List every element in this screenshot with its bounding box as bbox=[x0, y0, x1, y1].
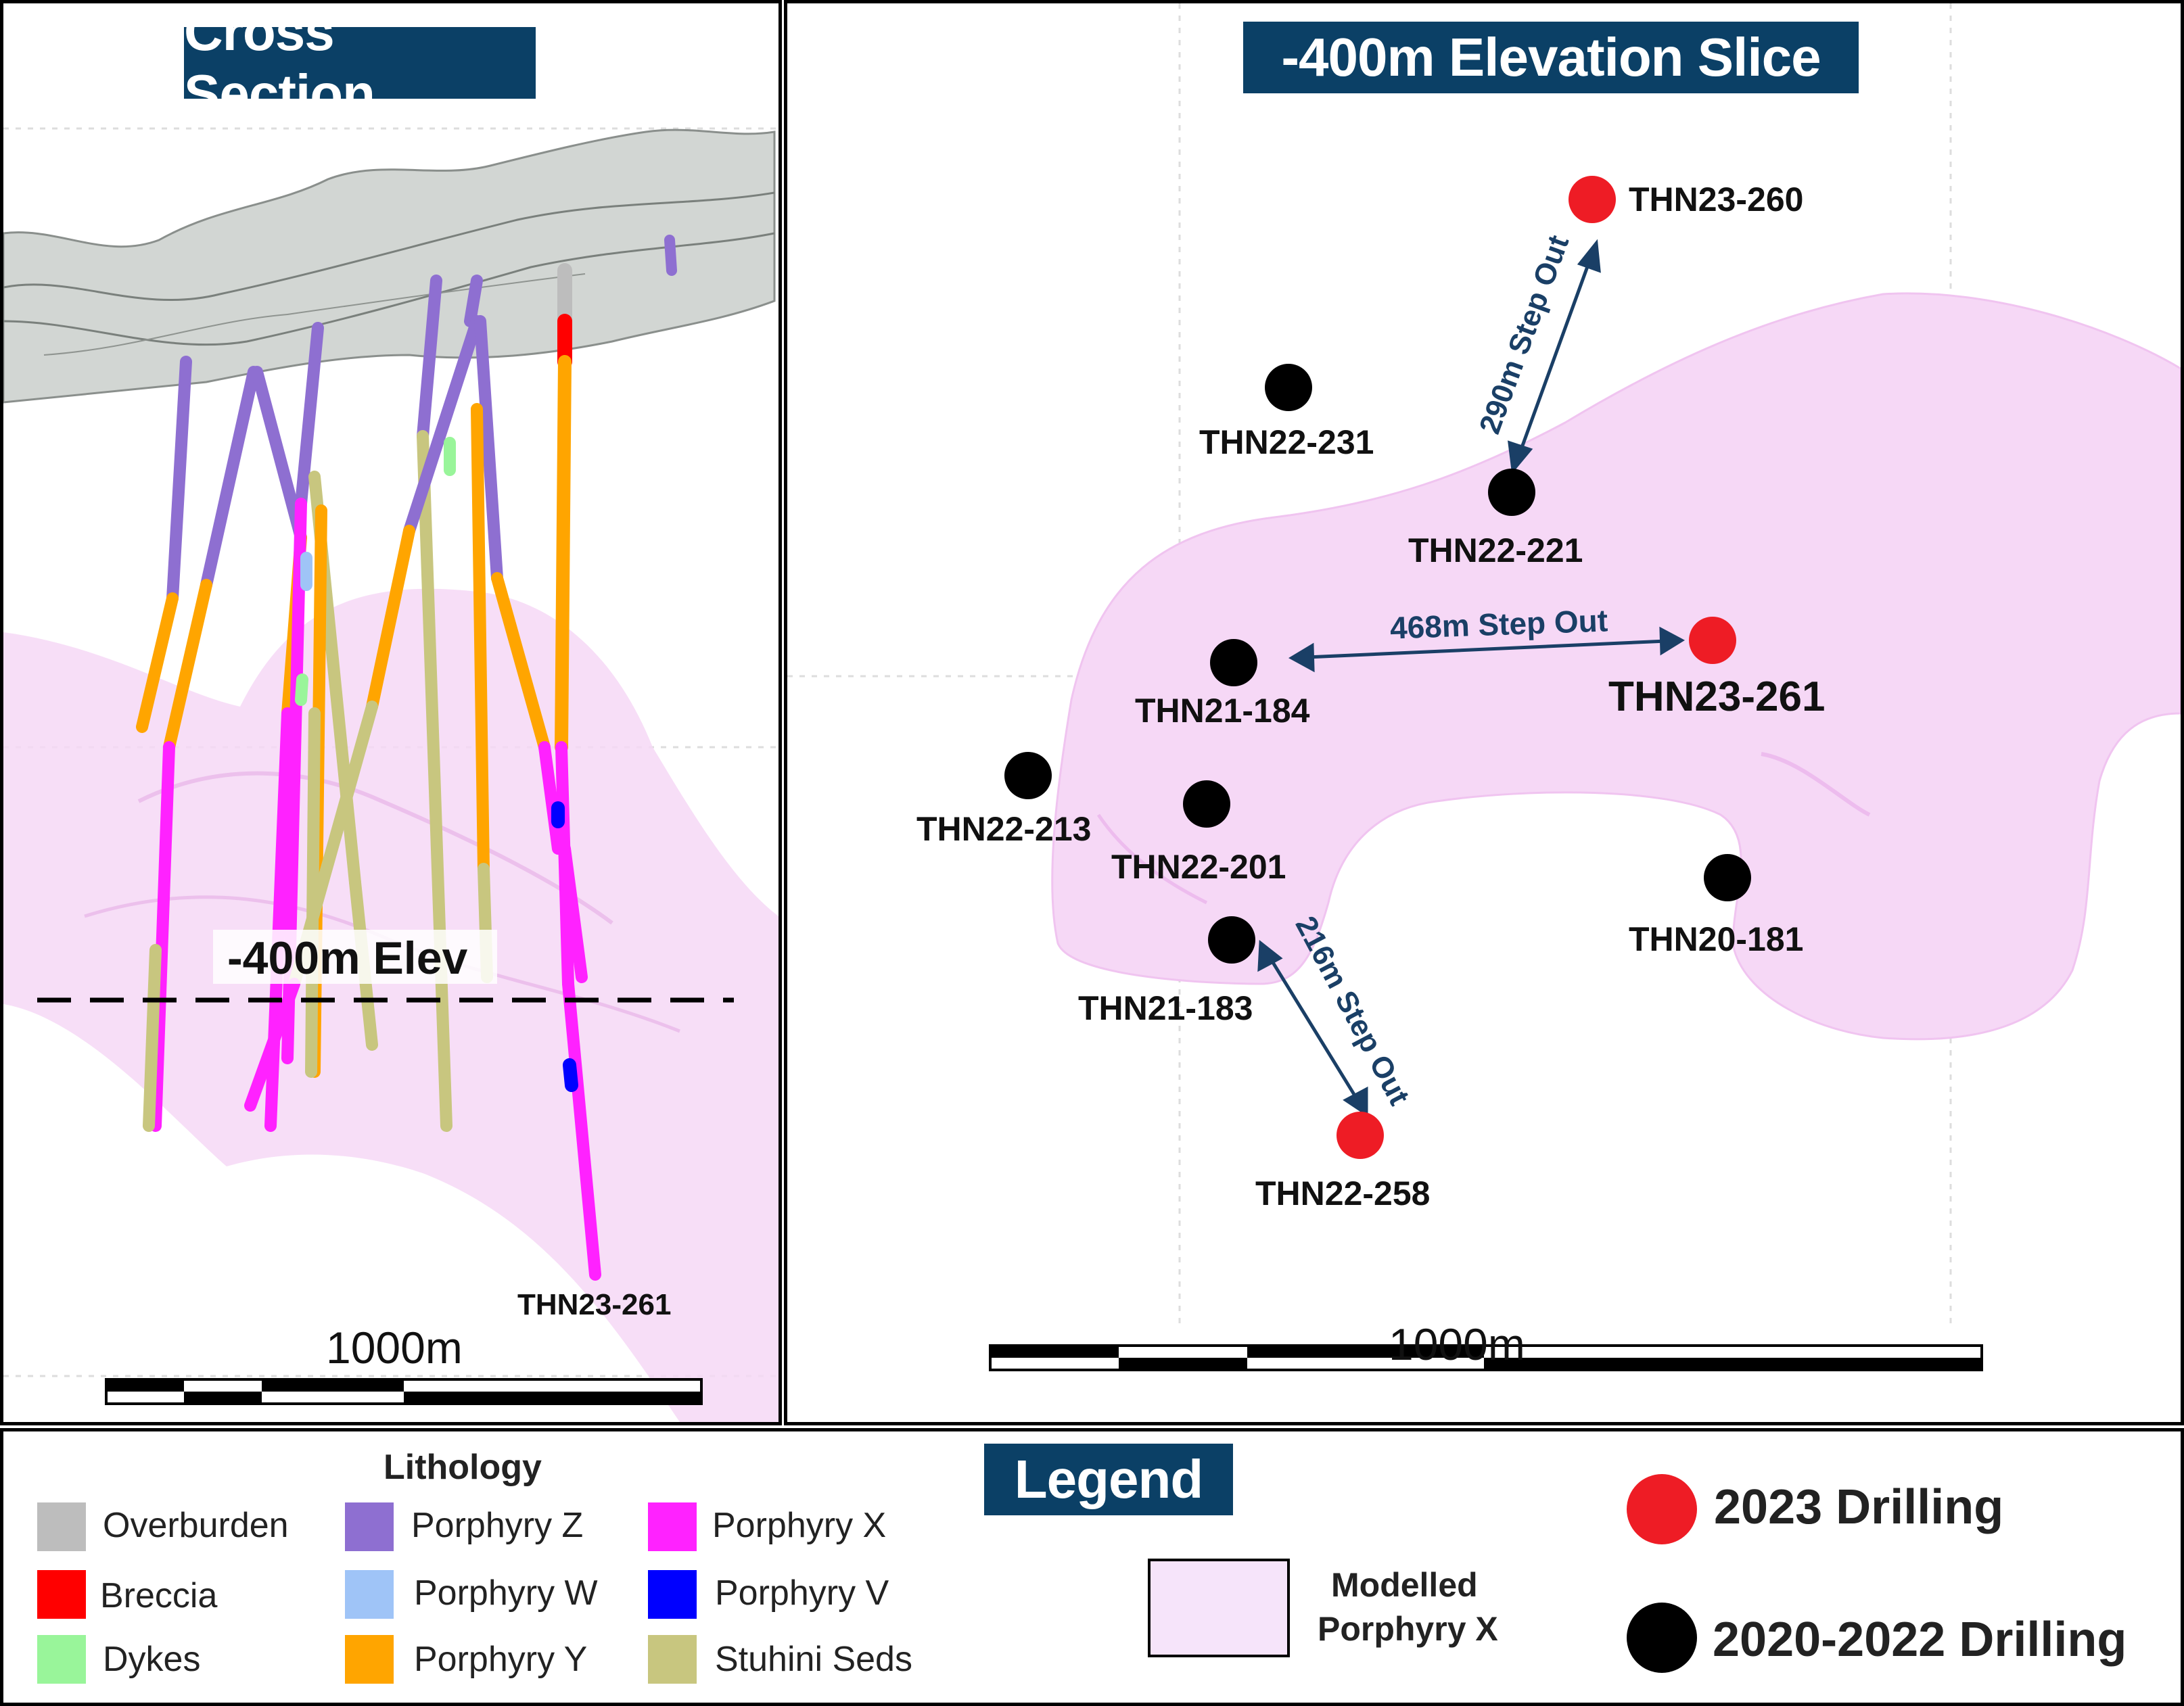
hole-marker-thn20-181 bbox=[1704, 854, 1751, 901]
hole-label-thn22-231: THN22-231 bbox=[1199, 423, 1374, 461]
porphyry-x-model-shape bbox=[1051, 292, 2181, 1041]
legend-2020-2022-drilling: 2020-2022 Drilling bbox=[1713, 1613, 2127, 1667]
hole-marker-thn23-261 bbox=[1689, 617, 1736, 664]
legend-2023-drilling: 2023 Drilling bbox=[1714, 1480, 2004, 1534]
legend-porphyry-y: Porphyry Y bbox=[414, 1640, 588, 1679]
hole-marker-thn22-221 bbox=[1488, 469, 1535, 516]
legend-modelled-line-1: Modelled bbox=[1331, 1566, 1478, 1604]
cross-section-scale-label: 1000m bbox=[326, 1323, 463, 1373]
elevation-slice-scale-bar bbox=[989, 1344, 1983, 1371]
hole-marker-thn22-201 bbox=[1183, 780, 1230, 828]
legend-marker-2020-2022 bbox=[1627, 1603, 1697, 1673]
elevation-slice-scale-label: 1000m bbox=[1389, 1319, 1525, 1369]
topography-surface bbox=[3, 128, 776, 404]
swatch-porphyry-y bbox=[345, 1635, 394, 1684]
hole-label-thn23-260: THN23-260 bbox=[1629, 181, 1804, 218]
hole-marker-thn21-184 bbox=[1210, 639, 1257, 686]
elevation-label: -400m Elev bbox=[227, 932, 468, 984]
hole-label-thn22-213: THN22-213 bbox=[916, 810, 1092, 848]
swatch-stuhini-seds bbox=[648, 1635, 697, 1684]
legend-porphyry-w: Porphyry W bbox=[414, 1573, 598, 1613]
legend-title: Legend bbox=[984, 1444, 1233, 1515]
hole-label-thn20-181: THN20-181 bbox=[1629, 920, 1804, 958]
elevation-slice-title: -400m Elevation Slice bbox=[1243, 22, 1859, 93]
hole-marker-thn21-183 bbox=[1208, 916, 1255, 964]
swatch-porphyry-v bbox=[648, 1570, 697, 1619]
lithology-title: Lithology bbox=[384, 1448, 542, 1487]
legend-porphyry-x: Porphyry X bbox=[712, 1506, 887, 1545]
hole-label-thn22-221: THN22-221 bbox=[1408, 531, 1583, 569]
legend-stuhini-seds: Stuhini Seds bbox=[715, 1640, 912, 1679]
swatch-breccia bbox=[37, 1570, 86, 1619]
cross-section-title: Cross Section bbox=[184, 1, 536, 124]
step-out-arrows bbox=[1257, 239, 1686, 1117]
elevation-slice-graphic bbox=[787, 3, 2181, 1371]
cross-section-hole-label: THN23-261 bbox=[517, 1288, 672, 1321]
legend-dykes: Dykes bbox=[103, 1640, 201, 1679]
swatch-overburden bbox=[37, 1502, 86, 1551]
step-out-label-468m: 468m Step Out bbox=[1389, 602, 1608, 646]
hole-marker-thn22-231 bbox=[1265, 364, 1312, 411]
hole-marker-thn22-258 bbox=[1337, 1112, 1384, 1159]
hole-marker-thn23-260 bbox=[1569, 176, 1616, 223]
swatch-dykes bbox=[37, 1635, 86, 1684]
legend-breccia: Breccia bbox=[100, 1576, 218, 1615]
hole-label-thn22-201: THN22-201 bbox=[1111, 848, 1286, 886]
legend-porphyry-v: Porphyry V bbox=[715, 1573, 889, 1613]
swatch-porphyry-w bbox=[345, 1570, 394, 1619]
legend-overburden: Overburden bbox=[103, 1506, 289, 1545]
hole-label-thn21-183: THN21-183 bbox=[1078, 989, 1253, 1027]
swatch-porphyry-z bbox=[345, 1502, 394, 1551]
hole-label-thn21-184: THN21-184 bbox=[1135, 692, 1310, 730]
swatch-porphyry-x bbox=[648, 1502, 697, 1551]
cross-section-graphic bbox=[3, 127, 779, 1422]
swatch-modelled-porphyry-x bbox=[1148, 1559, 1290, 1657]
cross-section-scale-bar bbox=[105, 1378, 703, 1405]
hole-label-thn22-258: THN22-258 bbox=[1255, 1175, 1431, 1212]
hole-label-thn23-261: THN23-261 bbox=[1608, 673, 1826, 720]
hole-marker-thn22-213 bbox=[1004, 752, 1052, 799]
legend-marker-2023 bbox=[1627, 1474, 1697, 1544]
legend-modelled-line-2: Porphyry X bbox=[1318, 1610, 1498, 1648]
legend-porphyry-z: Porphyry Z bbox=[411, 1506, 584, 1545]
